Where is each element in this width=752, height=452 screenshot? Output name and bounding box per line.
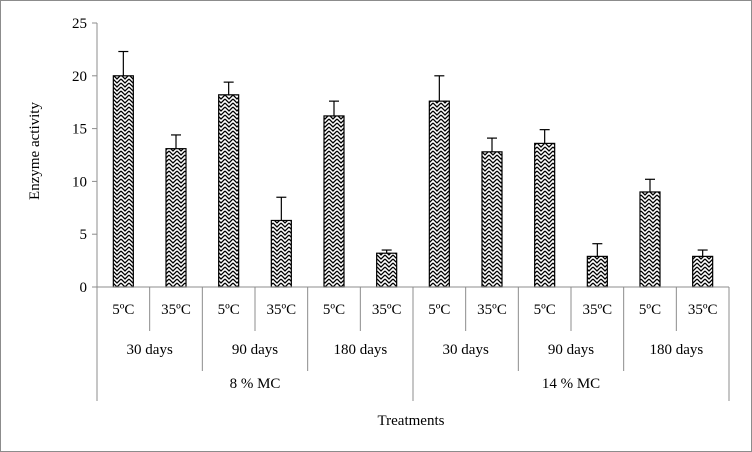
- x-category-label: 5ºC: [534, 302, 556, 318]
- y-tick-label: 0: [80, 280, 88, 296]
- x-category-label: 5ºC: [218, 302, 240, 318]
- x-category-label: 35ºC: [267, 302, 297, 318]
- y-tick-label: 15: [72, 122, 87, 138]
- y-tick-label: 5: [80, 227, 88, 243]
- bar: [639, 191, 661, 288]
- x-category-label: 35ºC: [477, 302, 507, 318]
- x-axis-categories: 5ºC 35ºC 5ºC 35ºC 5ºC 35ºC 5ºC 35ºC 5ºC 35ºC 5ºC 35…: [96, 286, 730, 401]
- x-category-label: 35ºC: [161, 302, 191, 318]
- x-duration-group-label: 180 days: [333, 342, 387, 358]
- x-duration-group-label: 30 days: [127, 342, 173, 358]
- x-moisture-group-label: 8 % MC: [230, 376, 281, 392]
- bar: [692, 255, 714, 288]
- x-axis-title: Treatments: [378, 413, 445, 429]
- bar: [534, 142, 556, 288]
- x-category-label: 35ºC: [372, 302, 402, 318]
- y-tick-label: 20: [72, 69, 87, 85]
- x-duration-group-label: 180 days: [649, 342, 703, 358]
- bars: [112, 75, 714, 288]
- x-category-label: 35ºC: [688, 302, 718, 318]
- bar: [323, 115, 345, 288]
- x-category-label: 35ºC: [583, 302, 613, 318]
- y-axis: 0 5 10 15 20 25: [72, 16, 98, 296]
- x-category-label: 5ºC: [639, 302, 661, 318]
- bar: [376, 252, 398, 288]
- y-tick-label: 10: [72, 174, 87, 190]
- bar: [270, 219, 292, 288]
- bar: [428, 100, 450, 288]
- x-duration-group-label: 30 days: [443, 342, 489, 358]
- bar: [112, 75, 134, 288]
- error-bars: [118, 50, 708, 257]
- y-tick-label: 25: [72, 16, 87, 32]
- x-duration-group-label: 90 days: [232, 342, 278, 358]
- x-category-label: 5ºC: [112, 302, 134, 318]
- bar: [165, 148, 187, 288]
- bar: [586, 255, 608, 288]
- x-duration-group-label: 90 days: [548, 342, 594, 358]
- bar: [218, 94, 240, 288]
- y-axis-title: Enzyme activity: [27, 102, 43, 200]
- x-category-label: 5ºC: [323, 302, 345, 318]
- x-category-label: 5ºC: [428, 302, 450, 318]
- bar: [481, 151, 503, 288]
- x-moisture-group-label: 14 % MC: [542, 376, 600, 392]
